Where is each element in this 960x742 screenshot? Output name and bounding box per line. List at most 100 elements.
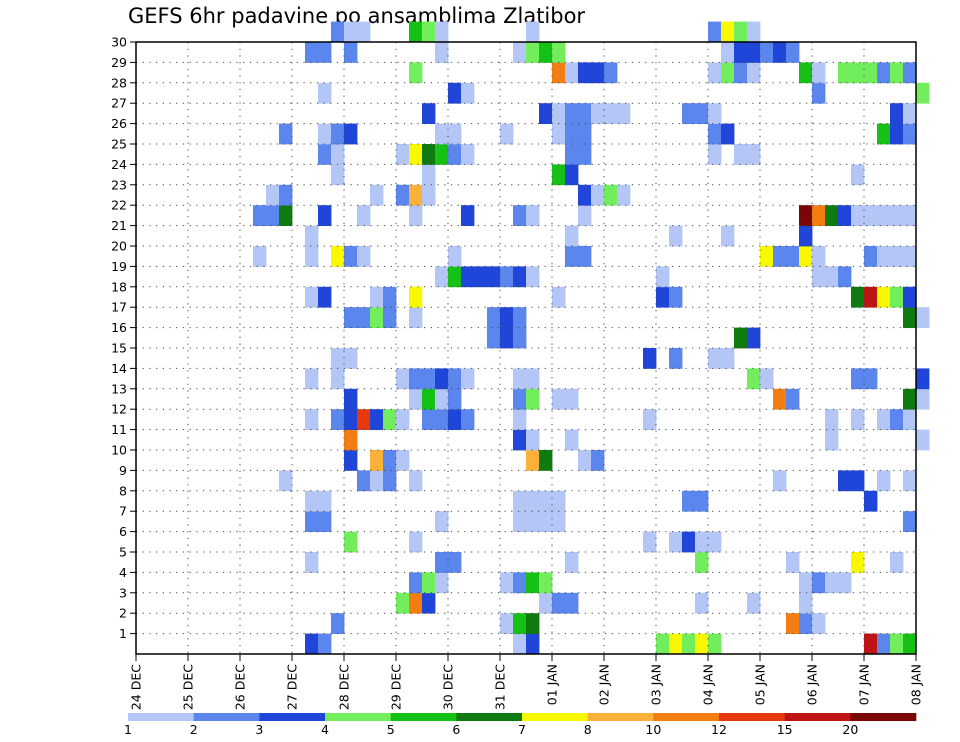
heatmap-cell — [383, 286, 397, 308]
heatmap-cell — [435, 409, 449, 430]
heatmap-cell — [578, 246, 592, 267]
heatmap-cell — [526, 633, 540, 655]
heatmap-cell — [409, 205, 423, 226]
heatmap-cell — [357, 470, 371, 492]
heatmap-cell — [708, 62, 722, 84]
heatmap-cell — [591, 184, 605, 206]
heatmap-cell — [331, 613, 345, 634]
y-tick-label: 10 — [111, 443, 127, 458]
y-tick-label: 21 — [111, 218, 127, 233]
heatmap-cell — [513, 42, 527, 63]
heatmap-cell — [708, 633, 722, 655]
heatmap-cell — [344, 307, 358, 328]
heatmap-cell — [448, 409, 462, 430]
heatmap-cell — [864, 368, 878, 390]
heatmap-cell — [396, 409, 410, 430]
heatmap-cell — [695, 531, 709, 553]
heatmap-cell — [448, 246, 462, 267]
heatmap-cell — [812, 572, 826, 594]
heatmap-cell — [656, 286, 670, 308]
heatmap-cell — [318, 633, 332, 655]
y-tick-label: 15 — [111, 341, 127, 356]
heatmap-cell — [500, 613, 514, 634]
y-tick-label: 8 — [119, 483, 127, 498]
y-tick-label: 4 — [119, 565, 127, 580]
heatmap-cell — [851, 552, 865, 573]
heatmap-cell — [344, 388, 358, 410]
heatmap-cell — [513, 368, 527, 390]
heatmap-cell — [409, 286, 423, 308]
heatmap-cell — [344, 348, 358, 369]
heatmap-cell — [409, 592, 423, 614]
heatmap-cell — [890, 205, 904, 226]
heatmap-cell — [396, 450, 410, 471]
heatmap-cell — [487, 327, 501, 349]
heatmap-cell — [370, 470, 384, 492]
heatmap-cell — [539, 42, 553, 63]
heatmap-cell — [799, 592, 813, 614]
heatmap-cell — [435, 511, 449, 532]
heatmap-cell — [305, 246, 319, 267]
heatmap-cell — [903, 103, 917, 124]
heatmap-cell — [708, 123, 722, 145]
heatmap-cell — [513, 266, 527, 288]
heatmap-cell — [331, 246, 345, 267]
heatmap-cell — [318, 205, 332, 226]
legend-swatch — [259, 713, 326, 721]
heatmap-cell — [656, 266, 670, 288]
legend-swatch — [128, 713, 194, 721]
heatmap-cell — [513, 511, 527, 532]
heatmap-cell — [786, 613, 800, 634]
heatmap-cell — [435, 123, 449, 145]
heatmap-cell — [357, 21, 371, 43]
heatmap-cell — [266, 205, 280, 226]
heatmap-cell — [864, 205, 878, 226]
heatmap-cell — [253, 205, 267, 226]
legend-label: 6 — [452, 722, 460, 737]
y-tick-label: 20 — [111, 239, 127, 254]
heatmap-cell — [903, 633, 917, 655]
heatmap-cell — [851, 470, 865, 492]
heatmap-cell — [903, 62, 917, 84]
heatmap-cell — [643, 409, 657, 430]
heatmap-cell — [448, 368, 462, 390]
heatmap-cell — [526, 42, 540, 63]
heatmap-cell — [877, 123, 891, 145]
legend-swatch — [522, 713, 588, 721]
heatmap-cell — [435, 572, 449, 594]
heatmap-cell — [305, 368, 319, 390]
heatmap-cell — [526, 368, 540, 390]
heatmap-cell — [552, 490, 566, 512]
heatmap-cell — [890, 552, 904, 573]
heatmap-cell — [747, 327, 761, 349]
legend-label: 8 — [584, 722, 592, 737]
heatmap-cell — [890, 123, 904, 145]
heatmap-cell — [357, 307, 371, 328]
heatmap-cell — [318, 286, 332, 308]
heatmap-cell — [682, 490, 696, 512]
heatmap-cell — [565, 552, 579, 573]
heatmap-cell — [799, 205, 813, 226]
heatmap-cell — [708, 531, 722, 553]
x-tick-label: 04 JAN — [701, 664, 716, 705]
heatmap-cell — [643, 348, 657, 369]
heatmap-cell — [578, 103, 592, 124]
heatmap-cell — [838, 62, 852, 84]
heatmap-cell — [565, 144, 579, 165]
heatmap-cell — [487, 266, 501, 288]
heatmap-cell — [838, 470, 852, 492]
heatmap-cell — [643, 531, 657, 553]
heatmap-cell — [578, 123, 592, 145]
heatmap-cell — [331, 123, 345, 145]
heatmap-cell — [448, 82, 462, 104]
heatmap-cell — [604, 184, 618, 206]
heatmap-cell — [565, 429, 579, 451]
heatmap-cell — [357, 409, 371, 430]
heatmap-cell — [279, 470, 293, 492]
heatmap-cell — [526, 490, 540, 512]
y-tick-label: 3 — [119, 585, 127, 600]
heatmap-cell — [435, 388, 449, 410]
x-tick-label: 03 JAN — [649, 664, 664, 705]
y-tick-label: 19 — [111, 259, 127, 274]
heatmap-cell — [903, 388, 917, 410]
